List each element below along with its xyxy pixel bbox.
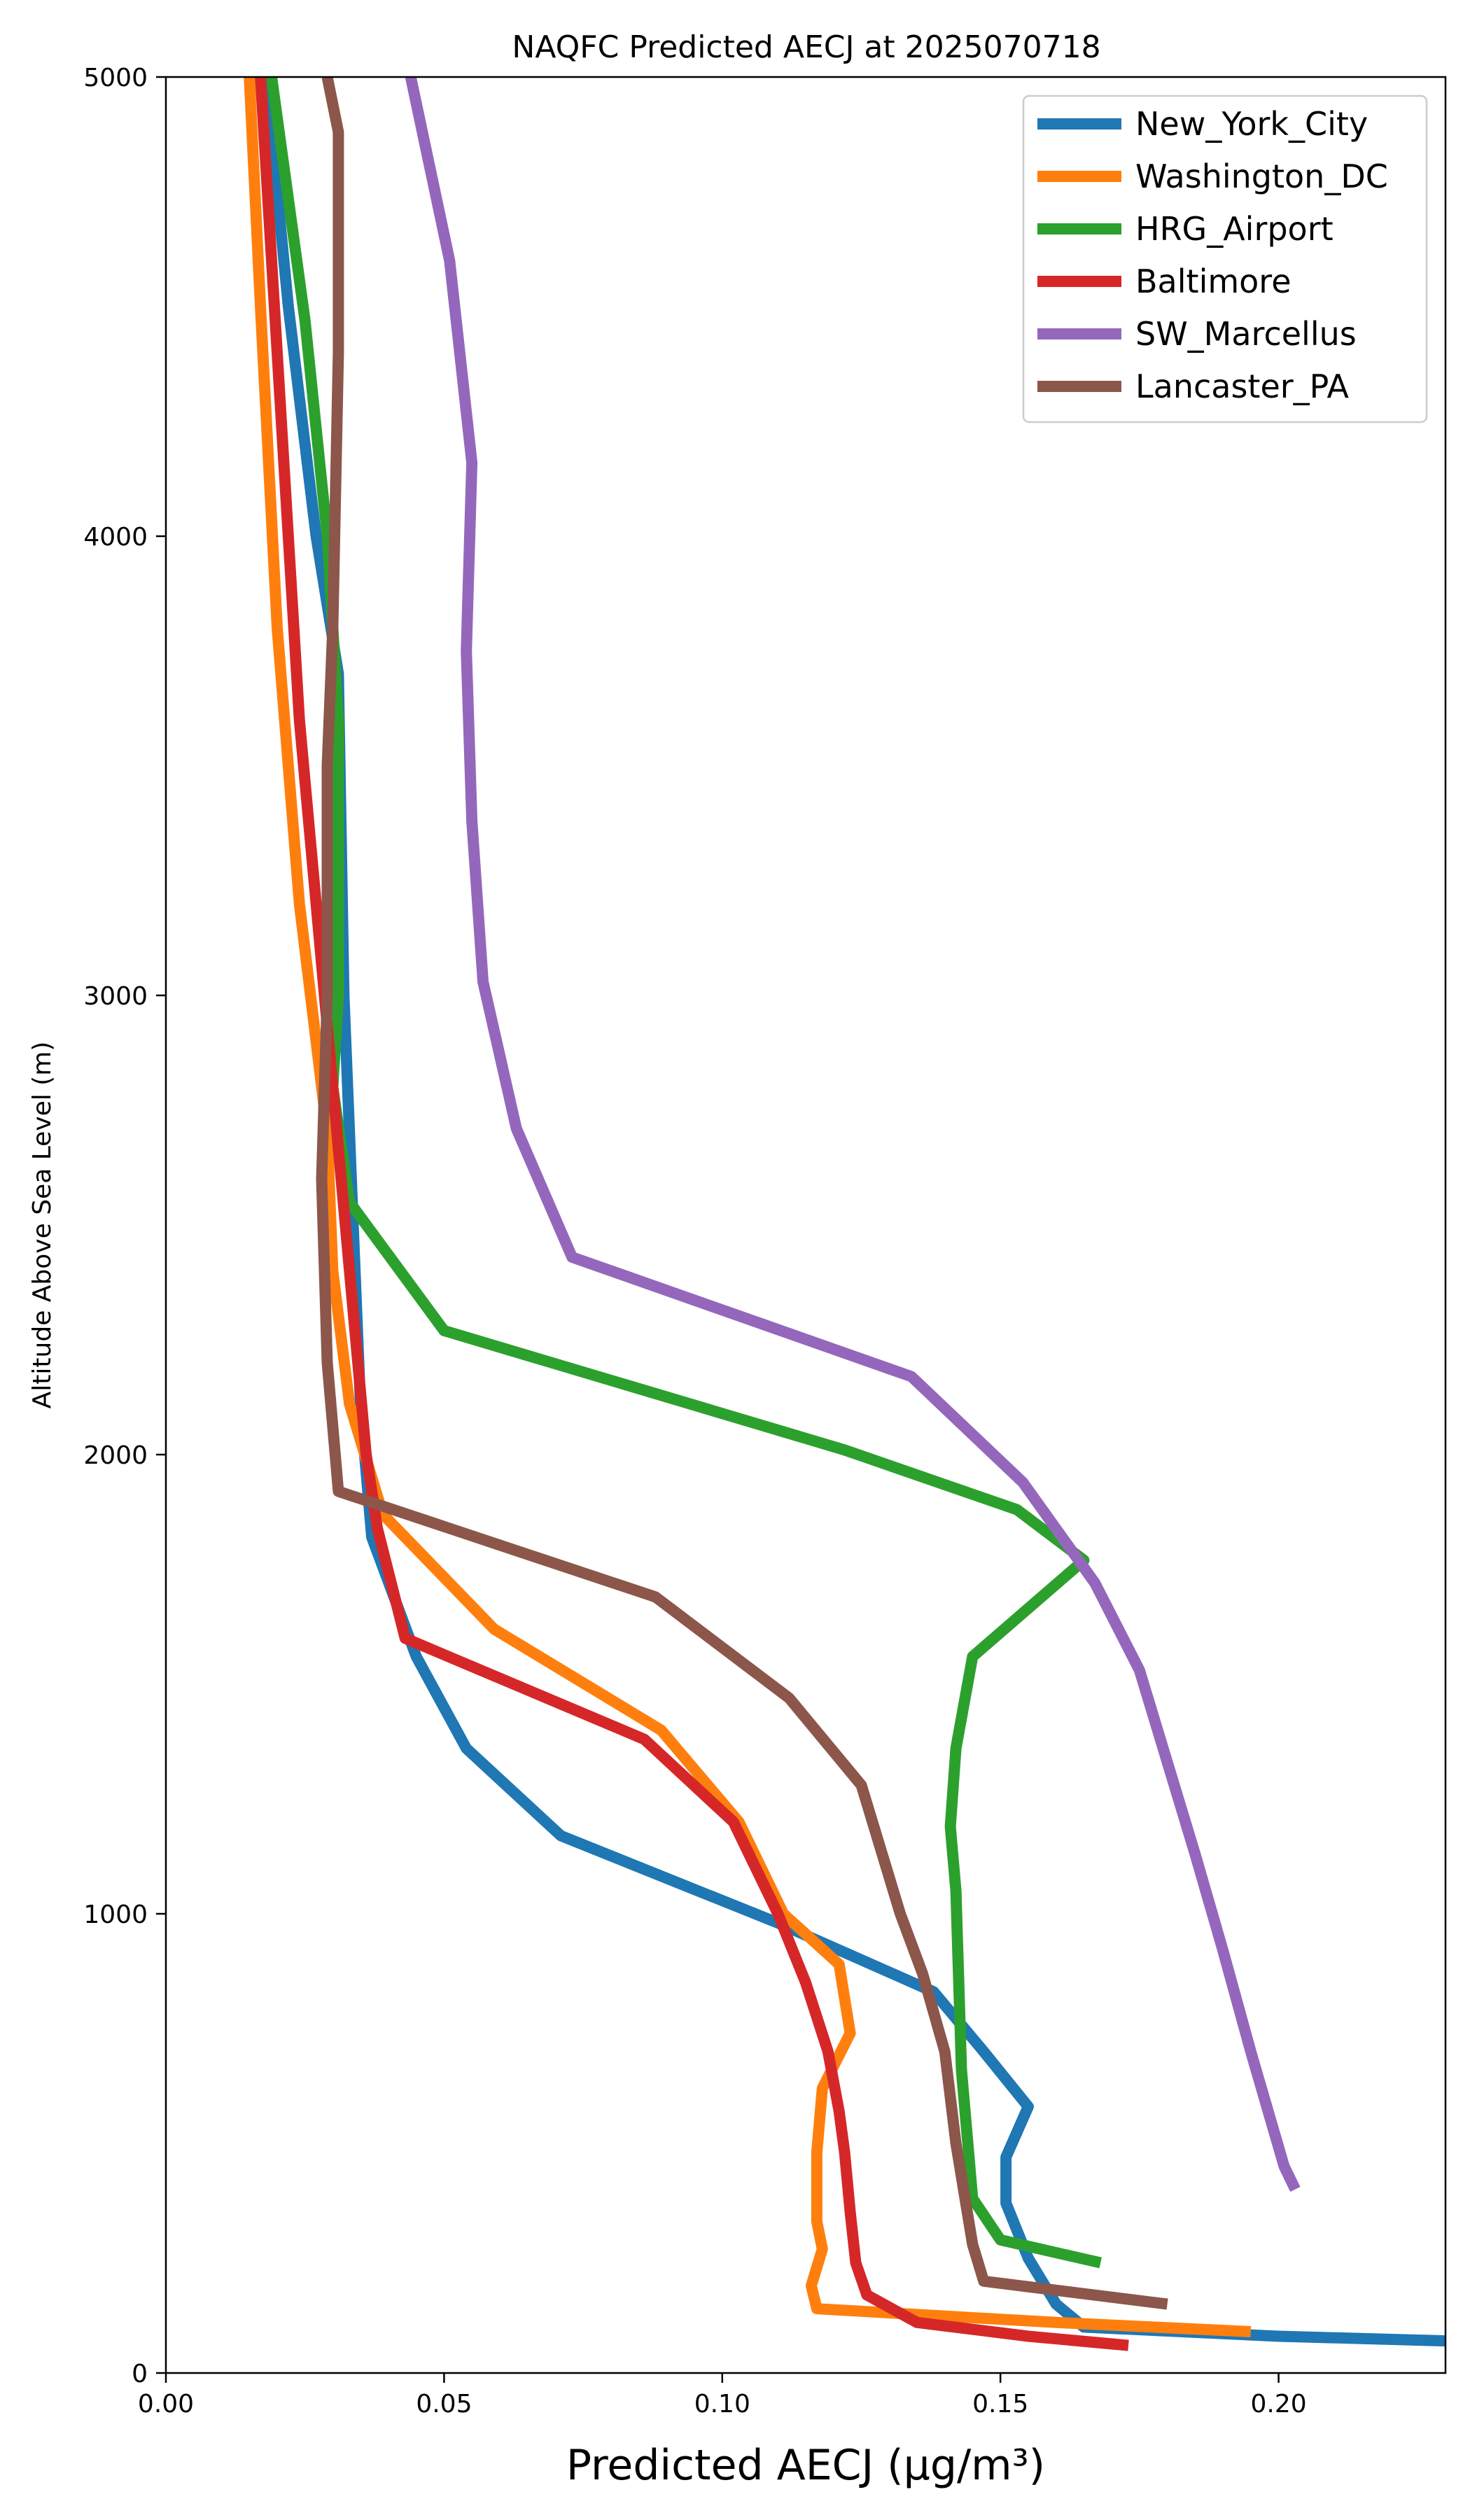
x-axis-label: Predicted AECJ (μg/m³): [566, 2441, 1045, 2490]
legend-label-1: Washington_DC: [1135, 158, 1388, 195]
legend-label-3: Baltimore: [1135, 262, 1292, 300]
series-line-5: [316, 77, 1168, 2310]
x-tick-label-0: 0.00: [138, 2390, 194, 2418]
legend-label-2: HRG_Airport: [1135, 210, 1334, 248]
axes: 0.00 0.05 0.10 0.15 0.20 0 1000 2000 3000 4000 500…: [83, 64, 1306, 2418]
y-axis-label: Altitude Above Sea Level (m): [28, 1042, 57, 1409]
x-tick-label-1: 0.05: [416, 2390, 472, 2418]
x-tick-label-3: 0.15: [972, 2390, 1028, 2418]
y-tick-label-3: 3000: [83, 982, 148, 1011]
y-tick-label-1: 1000: [83, 1900, 148, 1929]
legend-label-4: SW_Marcellus: [1135, 315, 1357, 353]
x-tick-label-4: 0.20: [1250, 2390, 1306, 2418]
x-tick-label-2: 0.10: [694, 2390, 750, 2418]
series-line-2: [266, 77, 1102, 2269]
legend-label-5: Lancaster_PA: [1135, 368, 1349, 405]
chart-title: NAQFC Predicted AECJ at 2025070718: [512, 29, 1100, 65]
y-tick-label-2: 2000: [83, 1441, 148, 1470]
y-tick-label-4: 4000: [83, 523, 148, 552]
plot-area: [244, 77, 1446, 2351]
legend-label-0: New_York_City: [1135, 105, 1368, 143]
y-tick-label-0: 0: [132, 2360, 148, 2388]
legend-box: [1022, 94, 1428, 424]
series-line-4: [405, 77, 1301, 2192]
plot-frame: [164, 76, 1447, 2374]
legend: New_York_City Washington_DC HRG_Airport Bal…: [1022, 94, 1428, 424]
series-line-3: [255, 77, 1129, 2351]
y-tick-label-5: 5000: [83, 64, 148, 92]
